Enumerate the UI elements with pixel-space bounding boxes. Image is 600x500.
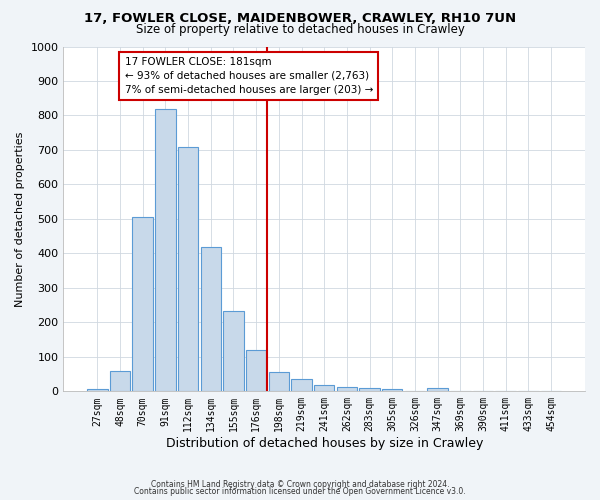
Text: 17, FOWLER CLOSE, MAIDENBOWER, CRAWLEY, RH10 7UN: 17, FOWLER CLOSE, MAIDENBOWER, CRAWLEY, … xyxy=(84,12,516,26)
Bar xyxy=(155,108,176,392)
Text: Size of property relative to detached houses in Crawley: Size of property relative to detached ho… xyxy=(136,22,464,36)
Bar xyxy=(337,387,357,392)
Bar xyxy=(314,385,334,392)
Text: 17 FOWLER CLOSE: 181sqm
← 93% of detached houses are smaller (2,763)
7% of semi-: 17 FOWLER CLOSE: 181sqm ← 93% of detache… xyxy=(125,57,373,95)
Bar xyxy=(178,146,198,392)
Y-axis label: Number of detached properties: Number of detached properties xyxy=(15,131,25,306)
Text: Contains public sector information licensed under the Open Government Licence v3: Contains public sector information licen… xyxy=(134,487,466,496)
Bar xyxy=(133,217,153,392)
Bar xyxy=(359,388,380,392)
Bar xyxy=(246,350,266,392)
Bar xyxy=(223,312,244,392)
Bar xyxy=(382,388,403,392)
Bar xyxy=(110,370,130,392)
Bar xyxy=(200,246,221,392)
Bar xyxy=(427,388,448,392)
Text: Contains HM Land Registry data © Crown copyright and database right 2024.: Contains HM Land Registry data © Crown c… xyxy=(151,480,449,489)
X-axis label: Distribution of detached houses by size in Crawley: Distribution of detached houses by size … xyxy=(166,437,483,450)
Bar xyxy=(87,388,107,392)
Bar xyxy=(269,372,289,392)
Bar xyxy=(292,380,312,392)
